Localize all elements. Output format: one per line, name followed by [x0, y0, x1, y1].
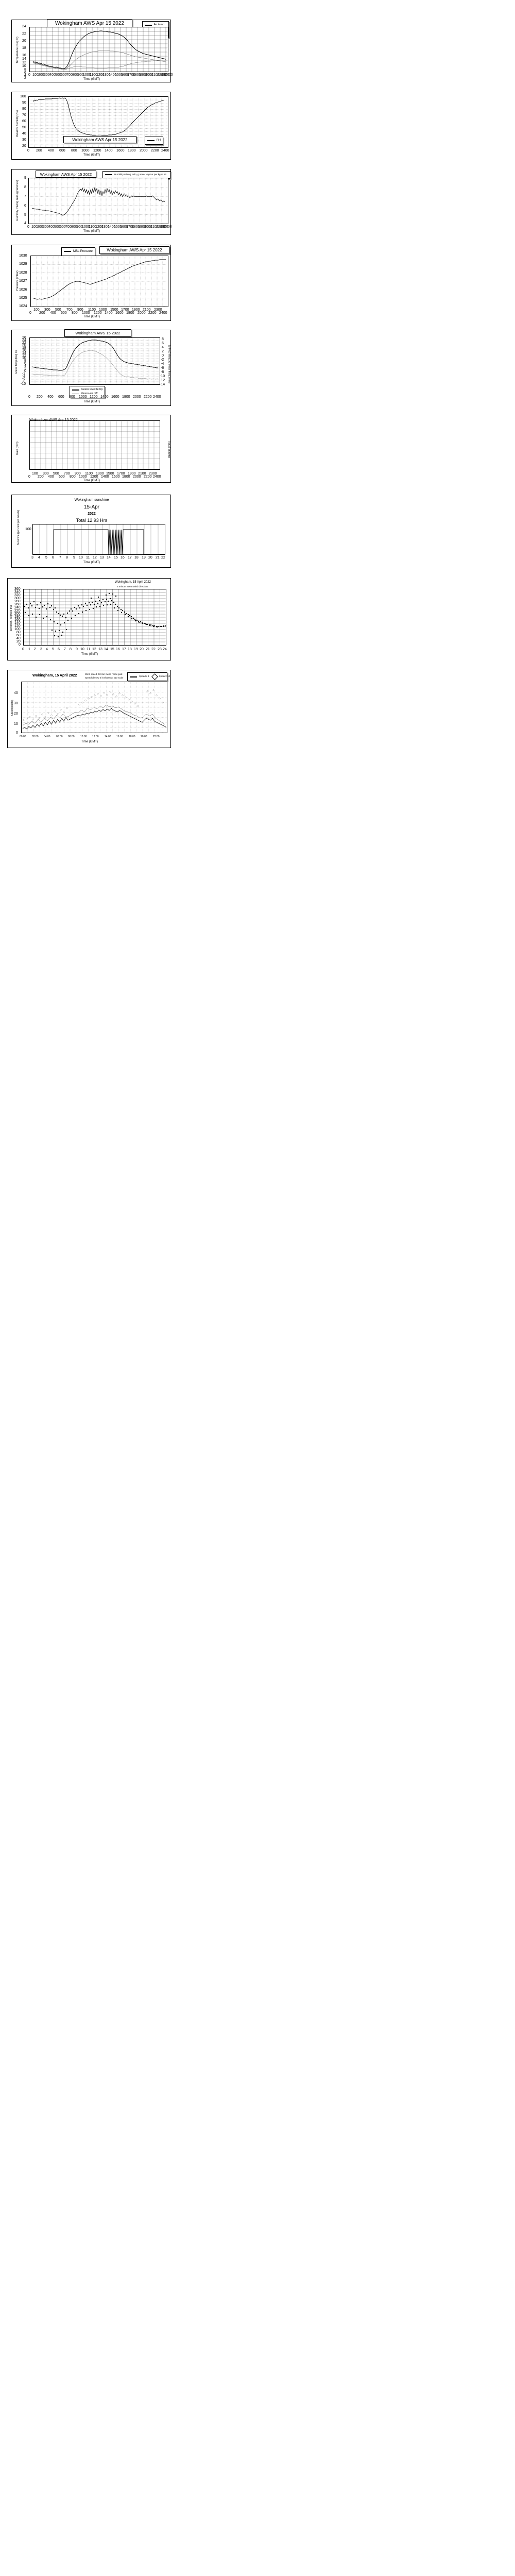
- line-swatch-air-temp: [144, 24, 152, 26]
- series-speed-x1-gust: [22, 704, 165, 726]
- x-axis-ticks-grass-temperature: 0 200 400 600 800 1000 1200 1400 1600 18…: [28, 395, 161, 399]
- x-axis-label-temperature: Time (GMT): [83, 78, 100, 81]
- legend-item: RH: [147, 139, 161, 143]
- relative-humidity-svg: [29, 97, 168, 147]
- line-swatch-grass-level-temp: [72, 389, 79, 391]
- x-axis-label-wind-direction: Time (GMT): [81, 653, 98, 656]
- legend-item: Air temp: [144, 23, 166, 27]
- x-axis-ticks-temperature: 0 100 200 300 400 500 600 700 800 900 10…: [28, 73, 173, 77]
- y-axis-label-wind-direction: Direction, degrees true: [10, 604, 13, 631]
- x-axis-ticks-rainfall: 0 100 200 300 400 500 600 700 800 900 10…: [28, 472, 161, 479]
- chart-title-grass-temperature: Wokingham AWS 15 2022: [64, 329, 131, 337]
- plot-area-wind-speed: [21, 682, 167, 733]
- y-axis-label-humidity-mixing-ratio: Humidity mixing ratio (grammes): [16, 180, 19, 221]
- line-swatch-rh: [147, 140, 154, 141]
- chart-total-sunshine: Total 12.93 Hrs: [76, 518, 108, 523]
- series-grass-level-temp: [32, 340, 158, 371]
- chart-title-wind-speed: Wokingham, 15 April 2022: [32, 674, 77, 677]
- plot-area-humidity-mixing-ratio: [28, 178, 168, 224]
- legend-item: Grass level temp: [72, 388, 102, 392]
- x-axis-ticks-relative-humidity: 0 200 400 600 800 1000 1200 1400 1600 18…: [27, 149, 169, 152]
- wind-speed-svg: [22, 682, 167, 733]
- chart-title-humidity-mixing-ratio: Wokingham AWS Apr 15 2022: [36, 171, 96, 178]
- chart-legend-relative-humidity: RH: [145, 137, 163, 145]
- sunshine-svg: [33, 524, 165, 554]
- plot-area-msl-pressure: [30, 256, 168, 307]
- x-axis-label-humidity-mixing-ratio: Time (GMT): [83, 230, 100, 233]
- chart-title-sunshine: Wokingham sunshine: [74, 498, 109, 502]
- series-dew-point: [32, 59, 166, 70]
- legend-item: Humidity mixing ratio, g water vapour pe…: [105, 173, 168, 177]
- series-sunshine: [33, 529, 165, 554]
- legend-item: Speed x 1: [130, 675, 149, 678]
- series-rh: [32, 97, 165, 137]
- chart-panel-humidity-mixing-ratio: Wokingham AWS Apr 15 2022 Humidity mixin…: [11, 169, 172, 235]
- msl-pressure-svg: [31, 256, 168, 307]
- legend-item: MSL Pressure: [64, 249, 93, 254]
- temperature-svg: [30, 27, 168, 72]
- series-msl-pressure: [33, 259, 166, 300]
- y-axis-label-temperature: Temperature (Deg C): [16, 37, 19, 63]
- plot-area-wind-direction: [23, 589, 166, 646]
- chart-legend-wind-speed: Speed x 1 Speed / 10: [127, 672, 170, 681]
- diamond-marker-speed-div10: [151, 673, 158, 680]
- x-axis-label-msl-pressure: Time (GMT): [83, 315, 100, 318]
- chart-panel-rainfall: Wokingham AWS Apr 15 2022 Rainfall (TBR)…: [11, 415, 171, 483]
- x-axis-ticks-sunshine: 3 4 5 6 7 8 9 10 11 12 13 14 15 16 17 18…: [31, 556, 165, 560]
- y-axis-label-relative-humidity: Relative humidity (%): [16, 110, 19, 137]
- rainfall-svg: [30, 421, 160, 469]
- legend-item: Grass-air diff: [72, 392, 102, 396]
- y-axis-label-right-rainfall: Rainfall (mm): [168, 441, 171, 459]
- chart-year-sunshine: 2022: [88, 512, 96, 516]
- x-axis-label-wind-speed: Time (GMT): [81, 740, 98, 743]
- series-speed-div10-markers: [23, 689, 164, 721]
- line-swatch-msl: [64, 251, 71, 252]
- chart-title-wind-direction: Wokingham, 15 April 2022: [115, 581, 151, 584]
- chart-panel-temperature: Wokingham AWS Apr 15 2022 Air temp Wet b…: [11, 19, 173, 82]
- series-air-temp: [32, 30, 166, 69]
- chart-note-wind-speed: Speeds below 4 kt shown at x10 scale: [85, 676, 124, 679]
- y-axis-label-right-grass-temperature: Grass Temp minus Air Temp (Deg C): [168, 345, 170, 384]
- chart-title-relative-humidity: Wokingham AWS Apr 15 2022: [63, 136, 136, 143]
- x-axis-ticks-humidity-mixing-ratio: 0 100 200 300 400 500 600 700 800 900 10…: [27, 225, 172, 229]
- chart-panel-relative-humidity: Relative humidity (%) Wokingham AWS Apr …: [11, 92, 171, 160]
- x-axis-label-relative-humidity: Time (GMT): [83, 154, 100, 157]
- chart-subtitle-wind-direction: 5 minute mean wind direction: [117, 585, 148, 588]
- series-hmr: [31, 187, 165, 216]
- y-axis-label-grass-temperature: Grass Temp (Deg C): [15, 350, 18, 374]
- y-axis-label-sunshine: Sunshine (per cent per minute): [17, 510, 20, 546]
- y-axis-label-rainfall: Rain (mm): [16, 442, 19, 455]
- x-axis-label-grass-temperature: Time (GMT): [83, 400, 100, 403]
- chart-panel-wind-speed: Wokingham, 15 April 2022 Wind speed, 10 …: [7, 670, 171, 748]
- chart-legend-grass-temperature: Grass level temp Grass-air diff: [70, 386, 106, 398]
- x-axis-label-sunshine: Time (GMT): [83, 561, 100, 564]
- x-axis-label-rainfall: Time (GMT): [83, 479, 100, 482]
- chart-panel-wind-direction: Wokingham, 15 April 2022 5 minute mean w…: [7, 578, 171, 660]
- series-speed-x1: [22, 708, 167, 730]
- chart-panel-sunshine: Wokingham sunshine 15-Apr 2022 Total 12.…: [11, 495, 171, 568]
- plot-area-temperature: [29, 27, 168, 72]
- x-axis-ticks-msl-pressure: 0 100 200 300 400 500 600 700 800 900 10…: [29, 308, 167, 315]
- series-grass-air-diff: [32, 350, 158, 380]
- chart-legend-msl-pressure: MSL Pressure: [61, 247, 95, 256]
- series-wet-bulb: [32, 50, 166, 70]
- chart-subtitle-sunshine: 15-Apr: [83, 504, 99, 510]
- plot-area-rainfall: [29, 420, 160, 470]
- plot-area-sunshine: [32, 524, 165, 555]
- grass-temperature-svg: [30, 338, 160, 384]
- chart-title-rainfall: Wokingham AWS Apr 15 2022: [29, 418, 78, 422]
- chart-panel-grass-temperature: Wokingham AWS 15 2022 Grass Temp (Deg C)…: [11, 329, 171, 406]
- humidity-mixing-ratio-svg: [29, 178, 168, 224]
- x-axis-ticks-wind-direction: 0 1 2 3 4 5 6 7 8 9 10 11 12 13 14 15 16…: [22, 648, 167, 651]
- chart-title-msl-pressure: Wokingham AWS Apr 15 2022: [99, 246, 169, 254]
- line-swatch-speed-x1: [130, 676, 137, 677]
- chart-panel-msl-pressure: MSL Pressure Wokingham AWS Apr 15 2022 P…: [11, 245, 171, 321]
- legend-item: Speed / 10: [151, 673, 170, 680]
- chart-subtitle-wind-speed: Wind speed, 10 min mean / max gust: [85, 673, 123, 675]
- line-swatch-hmr: [105, 174, 112, 176]
- wind-direction-svg: [24, 589, 166, 645]
- series-wind-direction-points: [24, 592, 166, 638]
- x-axis-ticks-wind-speed: 00:00 02:00 04:00 06:00 08:00 10:00 12:0…: [20, 735, 160, 738]
- plot-area-grass-temperature: [29, 337, 160, 385]
